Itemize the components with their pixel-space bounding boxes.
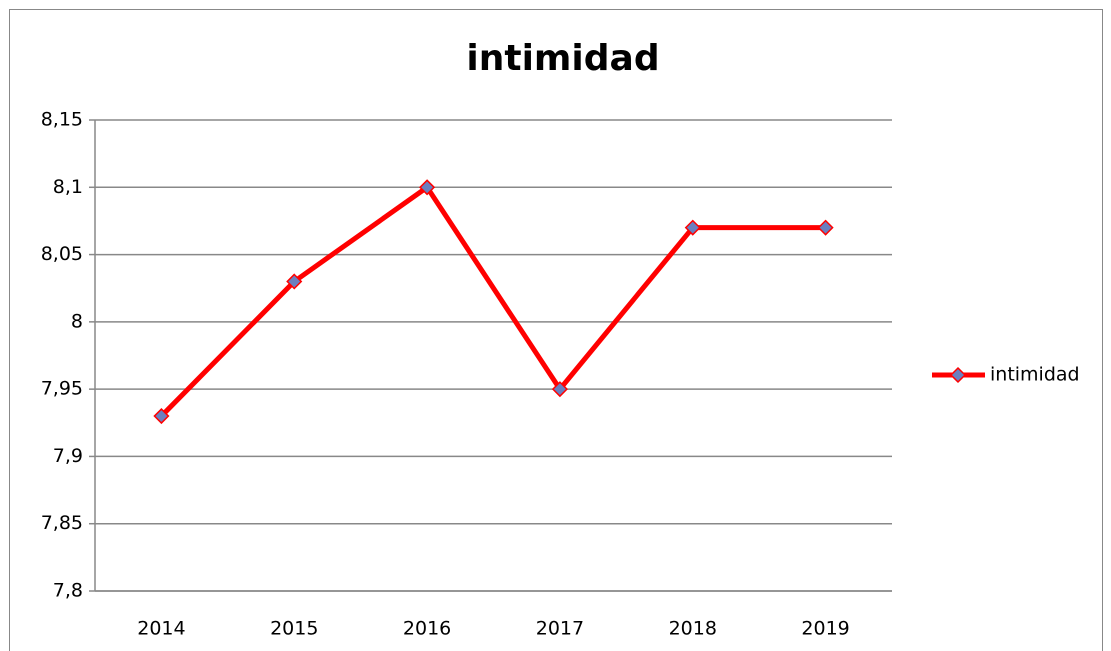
series-line xyxy=(159,184,826,418)
chart-title: intimidad xyxy=(466,38,659,79)
x-tick-label: 2014 xyxy=(137,618,185,640)
data-point xyxy=(153,407,170,425)
data-point xyxy=(551,381,568,398)
legend-marker xyxy=(949,366,967,384)
data-point xyxy=(286,273,303,290)
data-point xyxy=(419,179,436,196)
data-point xyxy=(817,219,834,236)
legend-label: intimidad xyxy=(990,364,1080,386)
x-tick-label: 2018 xyxy=(669,618,717,640)
y-tick-label: 7,9 xyxy=(53,445,83,467)
x-tick-label: 2019 xyxy=(801,618,849,640)
y-tick-label: 8,15 xyxy=(41,109,83,131)
chart-frame xyxy=(9,9,1103,651)
y-tick-label: 8,1 xyxy=(53,176,83,198)
y-tick-label: 7,8 xyxy=(53,580,83,602)
x-tick-label: 2016 xyxy=(403,618,451,640)
y-tick-label: 7,95 xyxy=(41,378,83,400)
y-tick-label: 8,05 xyxy=(41,243,83,265)
y-tick-label: 7,85 xyxy=(41,512,83,534)
x-tick-label: 2015 xyxy=(270,618,318,640)
x-tick-label: 2017 xyxy=(536,618,584,640)
data-point xyxy=(684,219,701,236)
y-tick-label: 8 xyxy=(71,310,83,332)
